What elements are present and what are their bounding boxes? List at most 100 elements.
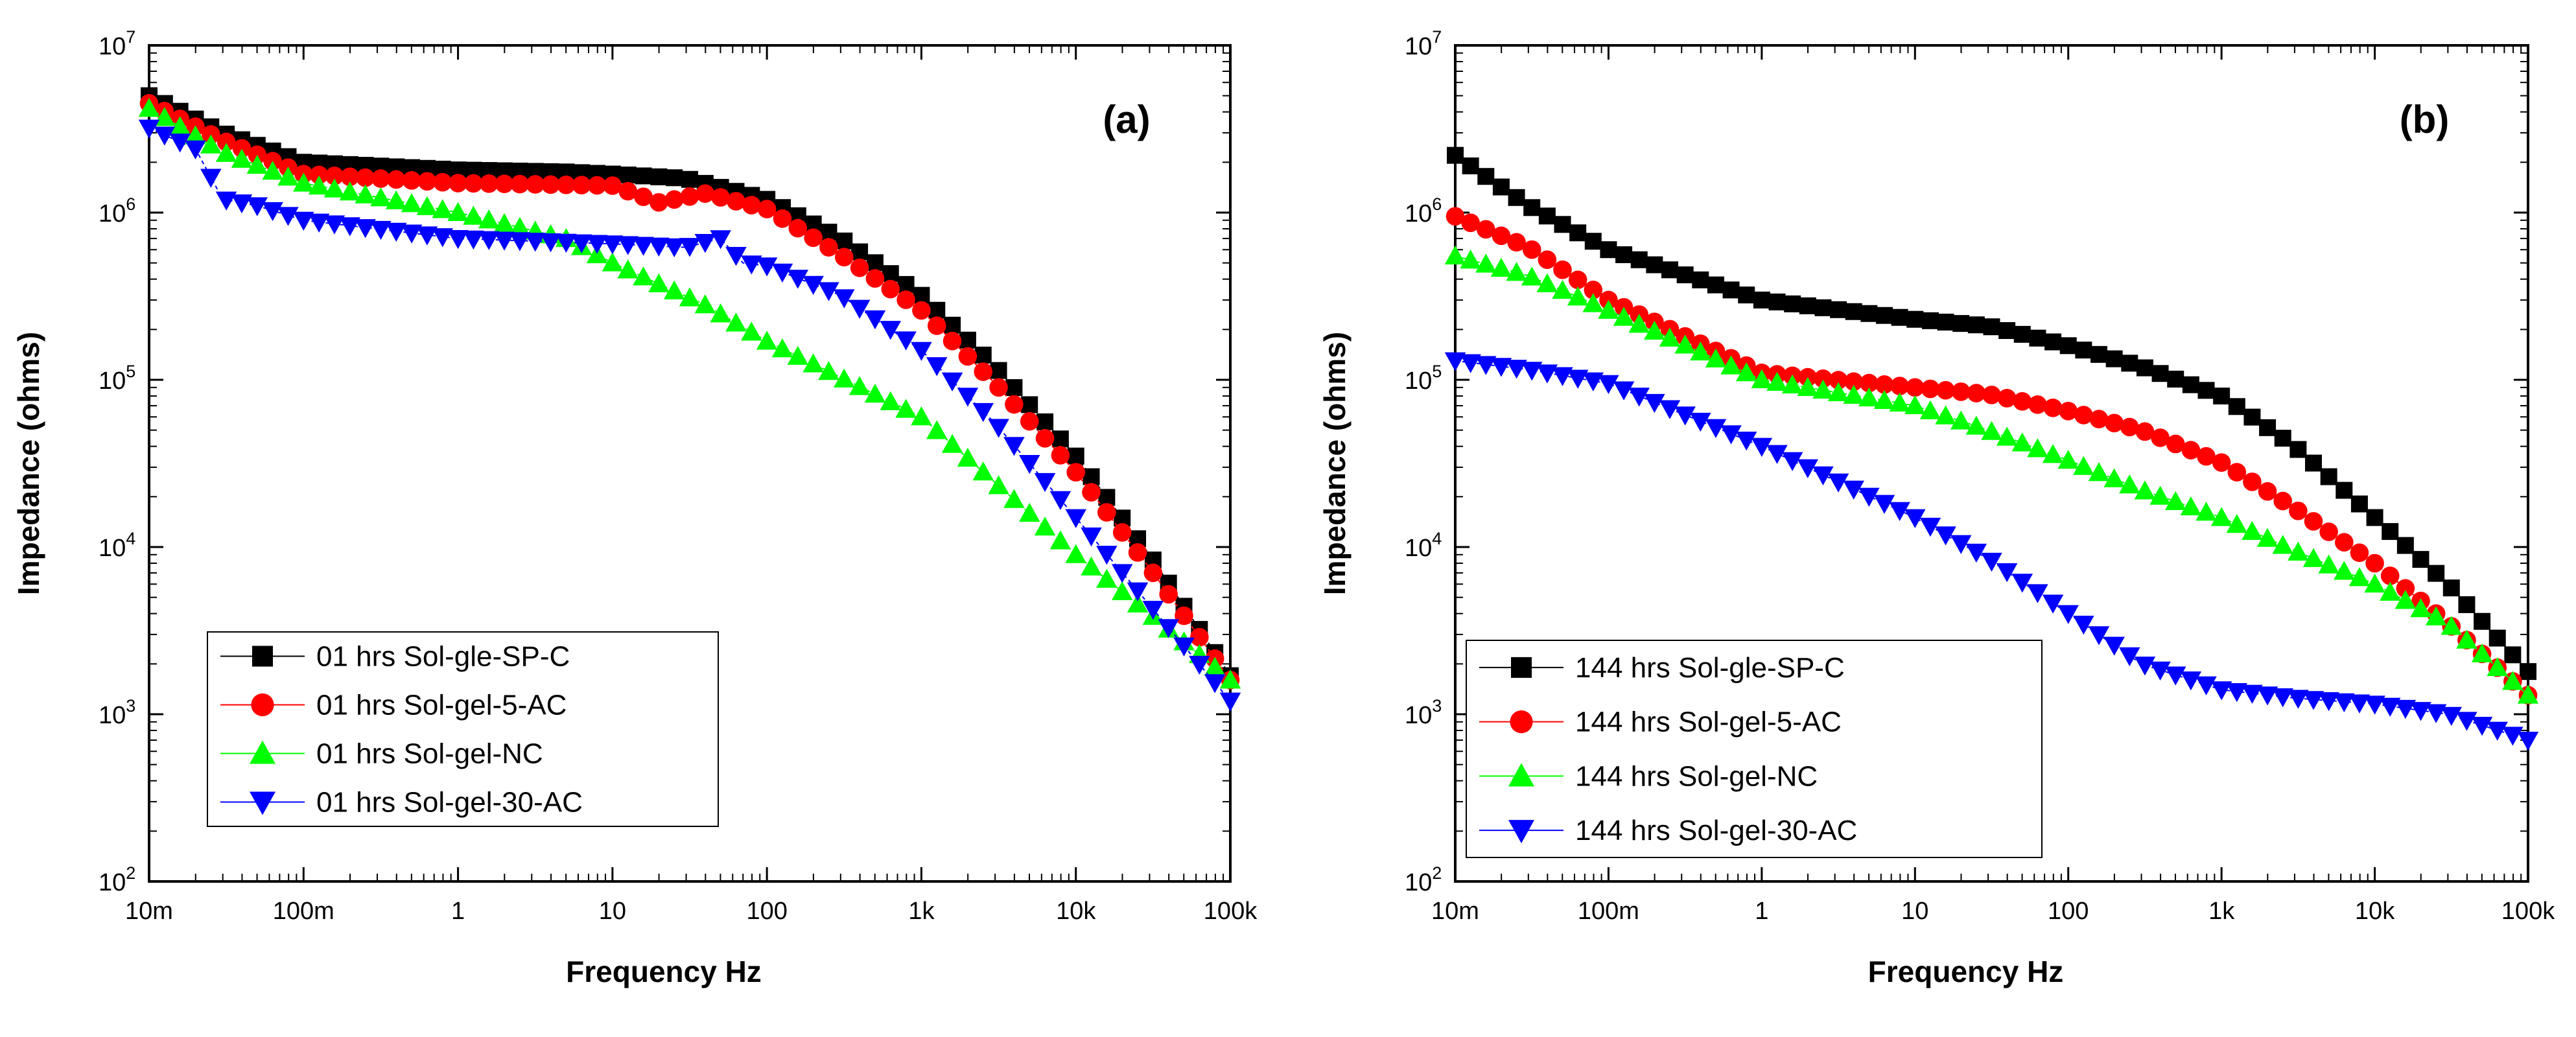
data-point — [2396, 537, 2414, 554]
data-point — [2319, 522, 2338, 541]
data-point — [1705, 419, 1727, 438]
data-point — [1674, 406, 1696, 426]
data-point — [246, 154, 268, 174]
x-tick-label: 100k — [2501, 898, 2555, 925]
data-point — [1521, 362, 1543, 381]
data-point — [2226, 514, 2248, 533]
data-point — [2441, 706, 2463, 726]
data-point — [928, 301, 946, 319]
data-point — [1159, 585, 1178, 604]
data-point — [679, 238, 701, 257]
data-point — [2412, 551, 2430, 568]
data-point — [989, 378, 1008, 397]
panel-a-chart: 10m 100m 1 10 100 1k 10k 100k 102 103 104 105 106 107… — [12, 27, 1258, 988]
data-point — [1781, 452, 1803, 471]
data-point — [2395, 590, 2417, 609]
legend-label: 144 hrs Sol-gel-NC — [1575, 760, 1818, 792]
y-tick-label: 105 — [1405, 362, 1442, 395]
y-tick-label: 107 — [1405, 27, 1442, 60]
data-point — [1020, 412, 1039, 431]
data-point — [556, 233, 577, 253]
data-point — [2350, 543, 2369, 563]
data-point — [1659, 400, 1681, 419]
data-point — [401, 193, 423, 213]
data-point — [231, 194, 253, 214]
data-point — [1613, 381, 1635, 401]
data-point — [323, 178, 345, 198]
data-point — [2259, 419, 2277, 436]
data-point — [788, 218, 808, 238]
data-point — [1644, 393, 1665, 414]
data-point — [1097, 503, 1116, 522]
data-point — [1674, 334, 1696, 354]
data-point — [913, 286, 930, 304]
data-point — [432, 228, 453, 248]
data-point — [1567, 286, 1589, 306]
legend-marker — [251, 693, 274, 717]
data-point — [1981, 552, 2002, 572]
data-point — [959, 331, 976, 349]
data-point — [882, 265, 899, 283]
data-point — [2441, 616, 2463, 635]
legend-label: 144 hrs Sol-gle-SP-C — [1575, 652, 1845, 684]
data-point — [262, 202, 283, 222]
data-point — [2164, 666, 2186, 686]
data-point — [308, 213, 330, 233]
data-point — [277, 207, 299, 226]
data-point — [603, 176, 622, 195]
y-tick-label: 102 — [1405, 863, 1442, 896]
data-point — [771, 263, 793, 283]
data-point — [2396, 579, 2415, 598]
data-point — [2502, 671, 2523, 690]
data-point — [1036, 413, 1054, 430]
data-point — [510, 174, 530, 194]
data-point — [1720, 425, 1742, 445]
legend-item: 01 hrs Sol-gel-5-AC — [220, 690, 567, 721]
data-point — [447, 202, 469, 221]
data-point — [958, 347, 978, 366]
data-point — [1952, 315, 1970, 332]
data-point — [1935, 405, 1956, 425]
panel-label: (b) — [2400, 98, 2450, 141]
data-point — [2182, 376, 2199, 393]
data-point — [1876, 307, 1893, 324]
data-point — [927, 316, 946, 335]
data-point — [2302, 691, 2324, 710]
data-point — [663, 280, 685, 299]
data-point — [2044, 333, 2062, 351]
data-point — [2119, 474, 2140, 494]
data-point — [2135, 422, 2155, 441]
data-point — [200, 134, 222, 154]
x-tick-label: 100 — [746, 898, 787, 925]
data-point — [2334, 533, 2354, 552]
data-point — [1065, 544, 1086, 563]
legend-box — [207, 631, 719, 827]
data-point — [447, 229, 469, 250]
data-point — [851, 243, 869, 261]
x-tick-label: 1 — [451, 898, 465, 925]
data-point — [1799, 297, 1816, 314]
x-axis-title: Frequency Hz — [1868, 955, 2064, 988]
series-square — [1447, 146, 2536, 681]
data-point — [2348, 694, 2371, 714]
data-point — [493, 231, 515, 251]
data-point — [557, 175, 576, 194]
data-point — [154, 107, 176, 126]
data-point — [323, 215, 345, 235]
data-point — [1996, 563, 2018, 583]
plot-frame — [1454, 44, 2529, 883]
data-point — [865, 269, 885, 288]
data-point — [1111, 564, 1133, 583]
x-tick-label: 10m — [125, 898, 173, 925]
minor-ticks — [1455, 45, 2528, 881]
data-point — [648, 273, 670, 293]
data-point — [1768, 293, 1786, 310]
data-point — [2210, 507, 2232, 526]
x-tick-label: 10k — [2355, 898, 2395, 925]
data-point — [710, 230, 731, 250]
data-point — [215, 191, 237, 211]
data-point — [2504, 646, 2522, 664]
data-point — [1096, 546, 1118, 565]
data-point — [1128, 543, 1147, 562]
data-point — [169, 116, 191, 135]
